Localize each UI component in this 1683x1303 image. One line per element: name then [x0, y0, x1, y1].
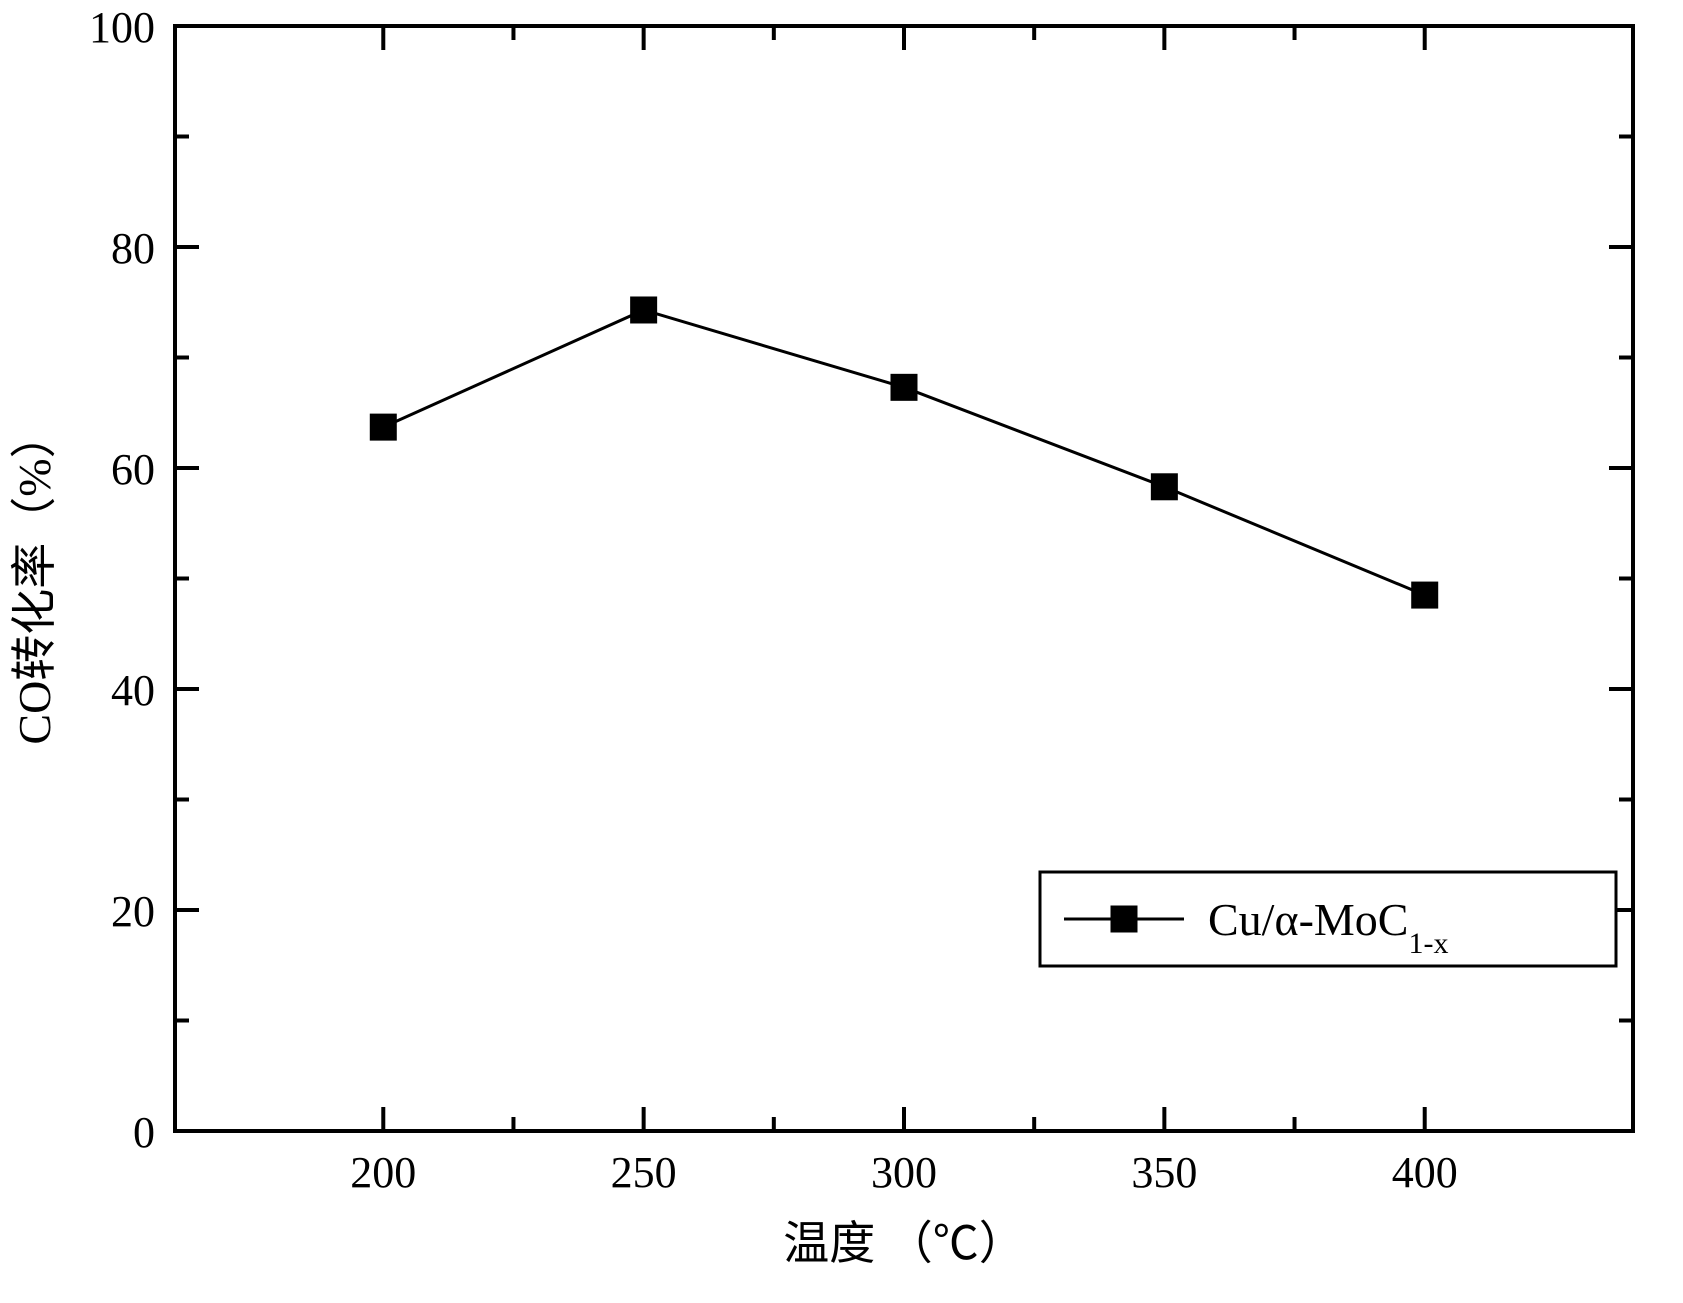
x-tick-label: 350 — [1131, 1148, 1197, 1197]
y-tick-label: 100 — [89, 3, 155, 52]
x-tick-label: 200 — [350, 1148, 416, 1197]
y-axis-title: CO转化率（%） — [9, 412, 60, 744]
x-tick-label: 250 — [611, 1148, 677, 1197]
legend-sample-marker — [1111, 906, 1137, 932]
y-tick-label: 40 — [111, 666, 155, 715]
plot-background — [0, 0, 1683, 1303]
chart-root: 200 250 300 350 400 0 20 40 60 80 100 温度 （℃） CO转化率（%… — [0, 0, 1683, 1303]
series-marker — [1412, 582, 1438, 608]
series-marker — [891, 374, 917, 400]
x-axis-title: 温度 （℃） — [783, 1218, 1025, 1269]
y-tick-label: 0 — [133, 1108, 155, 1157]
y-tick-label: 20 — [111, 887, 155, 936]
y-tick-label: 80 — [111, 224, 155, 273]
series-marker — [631, 297, 657, 323]
chart-svg: 200 250 300 350 400 0 20 40 60 80 100 温度 （℃） CO转化率（%… — [0, 0, 1683, 1303]
series-marker — [1151, 474, 1177, 500]
x-tick-label: 400 — [1392, 1148, 1458, 1197]
series-marker — [370, 414, 396, 440]
x-tick-label: 300 — [871, 1148, 937, 1197]
y-tick-label: 60 — [111, 445, 155, 494]
